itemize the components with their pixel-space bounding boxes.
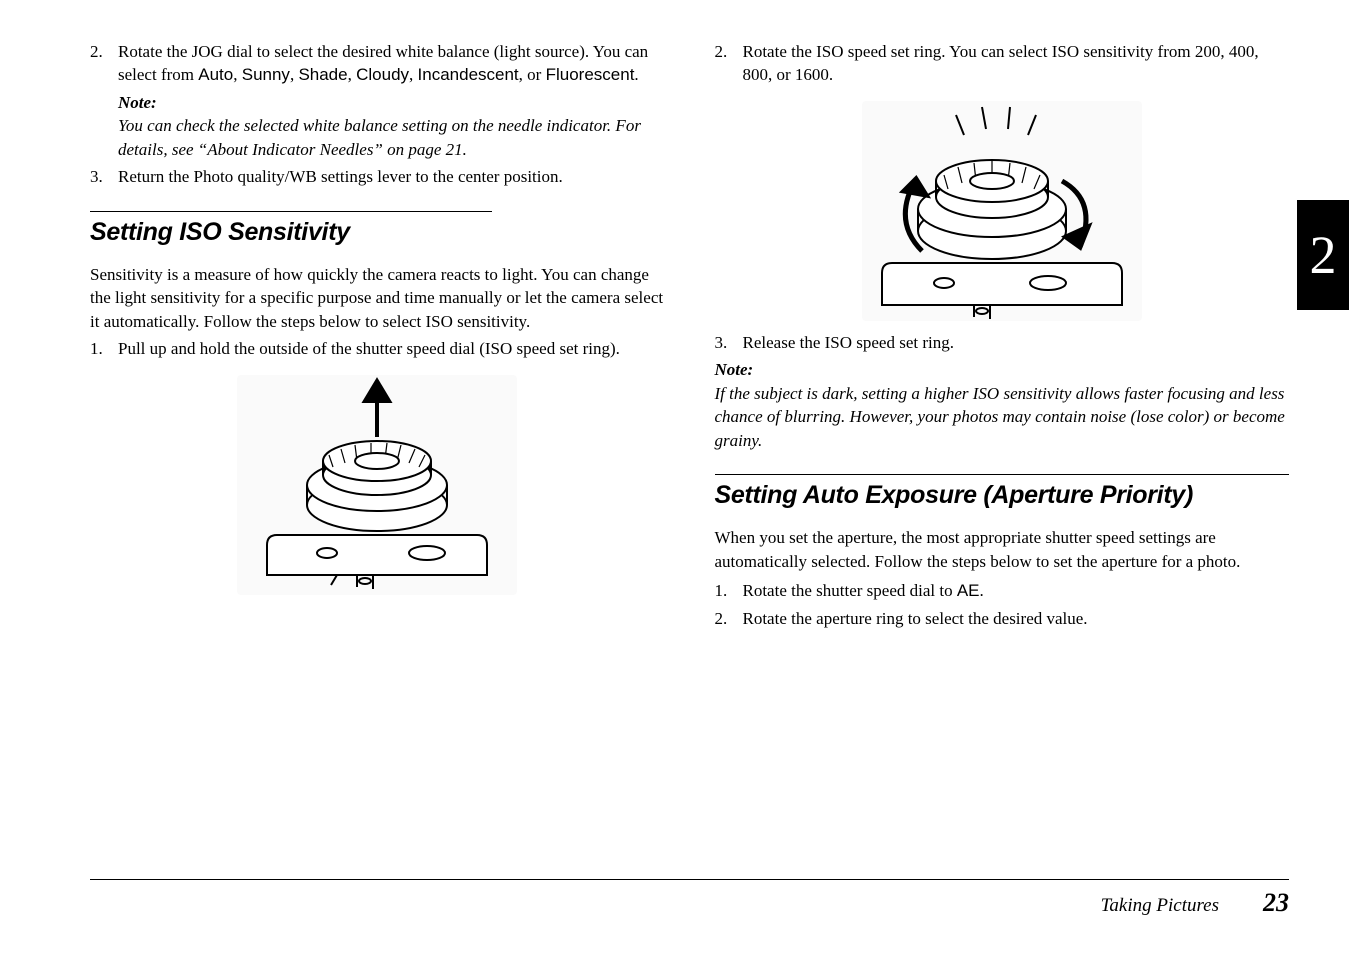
- step-text: Rotate the aperture ring to select the d…: [743, 607, 1290, 630]
- step-text: Return the Photo quality/WB settings lev…: [118, 165, 665, 188]
- step-number: 2.: [715, 40, 743, 87]
- step-text: Release the ISO speed set ring.: [743, 331, 1290, 354]
- iso-steps: 1. Pull up and hold the outside of the s…: [90, 337, 665, 360]
- step-text: Pull up and hold the outside of the shut…: [118, 337, 665, 360]
- list-item: 3. Release the ISO speed set ring.: [715, 331, 1290, 354]
- footer-chapter-title: Taking Pictures: [1101, 895, 1219, 917]
- step-number: 3.: [715, 331, 743, 354]
- section-rule: [715, 474, 1290, 475]
- wb-steps-after: 3. Return the Photo quality/WB settings …: [90, 165, 665, 188]
- footer-page-number: 23: [1263, 888, 1289, 918]
- step-number: 2.: [90, 40, 118, 87]
- list-item: 2. Rotate the aperture ring to select th…: [715, 607, 1290, 630]
- illustration-pull-ring: [90, 375, 665, 595]
- iso-release-steps: 3. Release the ISO speed set ring.: [715, 331, 1290, 354]
- ae-intro: When you set the aperture, the most appr…: [715, 526, 1290, 573]
- list-item: 1. Rotate the shutter speed dial to AE.: [715, 579, 1290, 602]
- wb-note: Note: You can check the selected white b…: [90, 91, 665, 161]
- step-number: 1.: [715, 579, 743, 602]
- list-item: 3. Return the Photo quality/WB settings …: [90, 165, 665, 188]
- list-item: 2. Rotate the JOG dial to select the des…: [90, 40, 665, 87]
- left-column: 2. Rotate the JOG dial to select the des…: [90, 40, 665, 840]
- section-rule: [90, 211, 492, 212]
- ae-steps: 1. Rotate the shutter speed dial to AE. …: [715, 579, 1290, 630]
- step-text: Rotate the ISO speed set ring. You can s…: [743, 40, 1290, 87]
- page-content: 2. Rotate the JOG dial to select the des…: [90, 40, 1289, 840]
- section-heading-iso: Setting ISO Sensitivity: [90, 218, 665, 247]
- note-label: Note:: [118, 91, 665, 114]
- note-label: Note:: [715, 358, 1290, 381]
- illustration-rotate-ring: [715, 101, 1290, 321]
- wb-steps: 2. Rotate the JOG dial to select the des…: [90, 40, 665, 87]
- camera-rotate-illustration: [862, 101, 1142, 321]
- list-item: 2. Rotate the ISO speed set ring. You ca…: [715, 40, 1290, 87]
- step-text: Rotate the JOG dial to select the desire…: [118, 40, 665, 87]
- step-number: 3.: [90, 165, 118, 188]
- step-number: 1.: [90, 337, 118, 360]
- iso-rotate-steps: 2. Rotate the ISO speed set ring. You ca…: [715, 40, 1290, 87]
- section-heading-ae: Setting Auto Exposure (Aperture Priority…: [715, 481, 1290, 510]
- note-body: You can check the selected white balance…: [118, 114, 665, 161]
- note-body: If the subject is dark, setting a higher…: [715, 382, 1290, 452]
- chapter-tab: 2: [1297, 200, 1349, 310]
- step-number: 2.: [715, 607, 743, 630]
- chapter-tab-number: 2: [1310, 228, 1337, 282]
- camera-dial-illustration: [237, 375, 517, 595]
- right-column: 2. Rotate the ISO speed set ring. You ca…: [715, 40, 1290, 840]
- step-text: Rotate the shutter speed dial to AE.: [743, 579, 1290, 602]
- list-item: 1. Pull up and hold the outside of the s…: [90, 337, 665, 360]
- page-footer: Taking Pictures 23: [90, 879, 1289, 918]
- iso-intro: Sensitivity is a measure of how quickly …: [90, 263, 665, 333]
